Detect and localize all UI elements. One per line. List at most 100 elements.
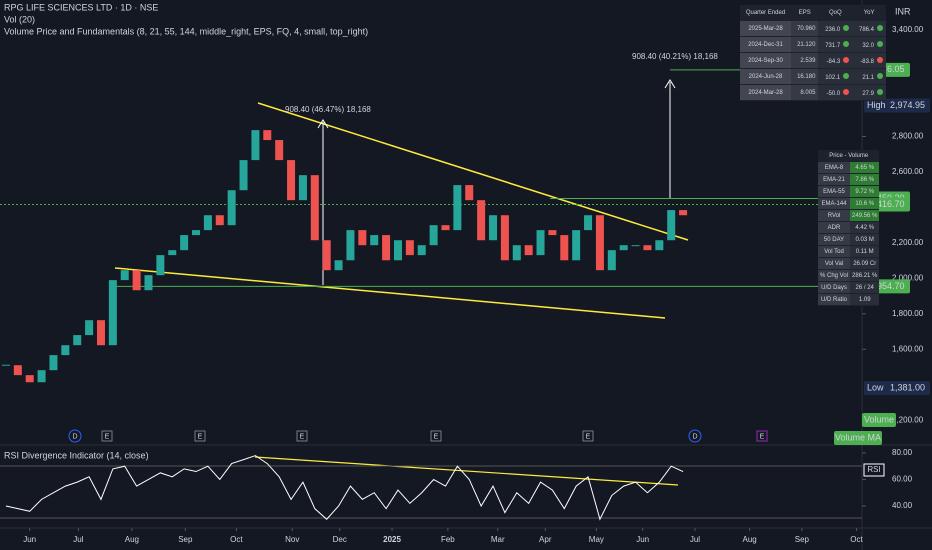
x-tick-label: Oct [230, 535, 243, 544]
table-cell: 21.120 [791, 36, 819, 53]
x-tick-label: Aug [742, 535, 756, 544]
candle [560, 235, 569, 261]
table-cell: 8.005 [791, 84, 819, 101]
table-cell: 2024-Dec-31 [740, 36, 792, 53]
candle [251, 130, 260, 161]
sign-dot [877, 40, 883, 47]
table-row: 2024-Mar-28 8.005 -50.0 27.9 [740, 84, 886, 101]
candle [524, 245, 533, 256]
candle [192, 230, 201, 236]
candle [643, 245, 652, 251]
event-label: E [760, 433, 765, 440]
candle [382, 235, 391, 261]
table-cell: EMA-8 [818, 161, 851, 174]
x-tick-label: Sep [178, 535, 193, 544]
sign-dot [877, 56, 883, 63]
candle [120, 270, 129, 281]
candle [370, 235, 379, 246]
trend-line [114, 267, 666, 319]
table-cell: U/D Ratio [818, 293, 851, 306]
volume-badge [834, 431, 882, 445]
sign-dot [843, 24, 850, 31]
table-cell: 0.03 M [850, 233, 880, 246]
candle [168, 250, 177, 256]
extreme-badge [864, 98, 930, 113]
fundamentals-table: Quarter Ended EPS QoQ YoY 2025-Mar-28 70.960 2… [740, 5, 886, 101]
rsi-line [5, 455, 684, 521]
table-row: U/D Ratio 1.09 [818, 293, 880, 306]
candle [441, 225, 450, 231]
table-cell: Price - Volume [818, 150, 880, 162]
table-cell: ADR [818, 221, 851, 234]
table-cell: 32.0 [852, 36, 886, 53]
table-cell: 26 / 24 [850, 281, 880, 294]
sign-dot [877, 24, 883, 31]
sign-dot [843, 88, 850, 95]
table-cell: 26.09 Cr [850, 257, 880, 270]
y-tick-label: 2,800.00 [892, 132, 924, 141]
candle [73, 335, 82, 346]
rsi-badge [863, 463, 885, 477]
y-tick-label: 2,000.00 [892, 273, 924, 282]
candle [453, 185, 462, 231]
candle [298, 175, 307, 201]
candle [679, 210, 688, 216]
candle [156, 255, 165, 276]
table-cell: 27.9 [852, 84, 886, 101]
candle [334, 260, 343, 271]
level-label: 2,416.70 [869, 199, 904, 209]
candle [477, 200, 486, 241]
y-tick-label: 40.00 [892, 501, 913, 510]
sign-dot [843, 72, 850, 79]
x-tick-label: Jul [73, 535, 83, 544]
candle [429, 225, 438, 246]
table-cell: 16.180 [791, 68, 819, 85]
candle [132, 270, 141, 291]
table-cell: Vol Tod [818, 245, 851, 258]
table-cell: 4.65 % [850, 161, 880, 174]
table-cell: -83.8 [852, 52, 886, 69]
candle [1, 364, 10, 366]
table-row: EMA-8 4.65 % [818, 161, 880, 174]
event-label: E [300, 433, 305, 440]
table-row: Vol Tod 0.11 M [818, 245, 880, 258]
arrow-head [317, 119, 329, 129]
table-cell: 1.09 [850, 293, 880, 306]
candle [572, 230, 581, 261]
candle [96, 320, 105, 346]
candle [393, 240, 402, 261]
candle [595, 215, 604, 271]
extreme-badge [864, 381, 930, 396]
table-row: EMA-144 10.6 % [818, 197, 880, 210]
event-label: E [198, 433, 203, 440]
table-row: % Chg Vol 286.21 % [818, 269, 880, 282]
table-row: U/D Days 26 / 24 [818, 281, 880, 294]
event-marker [688, 429, 702, 443]
y-tick-label: 3,400.00 [892, 25, 924, 34]
extreme-name: Low [867, 382, 884, 392]
table-cell: 50 DAY [818, 233, 851, 246]
table-cell: 2024-Mar-28 [740, 84, 792, 101]
table-cell: % Chg Vol [818, 269, 851, 282]
table-row: 2024-Dec-31 21.120 731.7 32.0 [740, 36, 886, 53]
table-cell: 7.86 % [850, 173, 880, 186]
volume-label: Vol (20) [4, 14, 35, 24]
candle [144, 275, 153, 291]
currency: INR [895, 6, 911, 16]
table-cell: 70.960 [791, 20, 819, 37]
candle [417, 245, 426, 256]
table-cell: QoQ [818, 5, 853, 21]
candle [631, 245, 640, 247]
table-row: Quarter Ended EPS QoQ YoY [740, 5, 886, 21]
table-row: 2025-Mar-28 70.960 236.0 786.4 [740, 20, 886, 37]
sign-dot [877, 88, 883, 95]
table-cell: 2025-Mar-28 [740, 20, 792, 37]
x-tick-label: Dec [333, 535, 347, 544]
candle [405, 240, 414, 256]
table-cell: 786.4 [852, 20, 886, 37]
candle [227, 190, 236, 226]
y-tick-label: 2,200.00 [892, 238, 924, 247]
candle [607, 250, 616, 271]
level-label: 1,954.70 [869, 281, 904, 291]
